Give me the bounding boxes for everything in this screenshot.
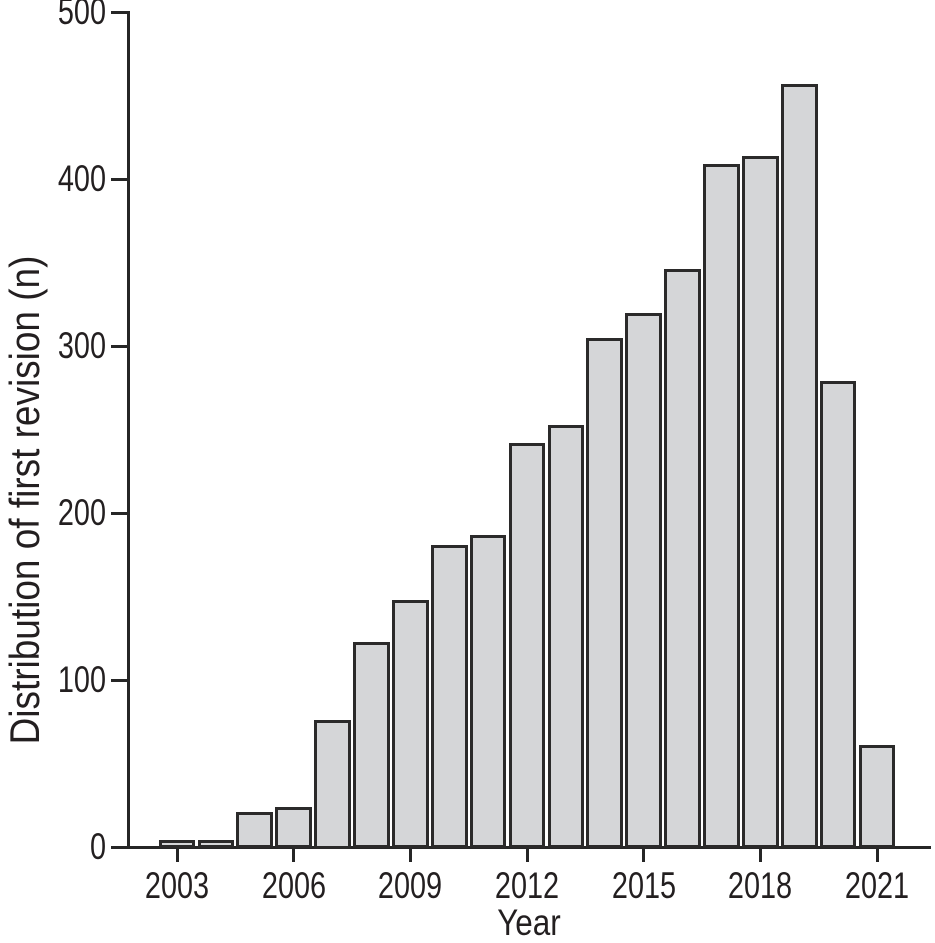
y-axis-line: [126, 10, 130, 849]
bar-2013: [547, 424, 585, 849]
x-axis-tick: [642, 848, 646, 862]
y-axis-tick: [111, 511, 128, 515]
x-axis-tick: [408, 848, 412, 862]
bar-2015: [625, 312, 662, 849]
bar-2018: [742, 155, 779, 849]
x-axis-tick: [292, 848, 296, 862]
x-tick-label: 2021: [844, 865, 910, 906]
bar-2005: [236, 812, 274, 849]
y-axis-title: Distribution of first revision (n): [1, 255, 48, 745]
y-tick-label: 0: [89, 826, 106, 867]
bar-2004: [197, 840, 235, 849]
x-tick-label: 2006: [261, 865, 326, 906]
bar-2003: [158, 840, 196, 849]
x-tick-label: 2003: [144, 865, 210, 906]
bar-2006: [275, 807, 312, 849]
x-axis-tick: [525, 848, 529, 862]
bar-2012: [508, 443, 546, 849]
y-axis-tick: [111, 10, 128, 14]
bar-2010: [430, 544, 468, 849]
y-tick-label: 100: [57, 659, 106, 700]
x-tick-label: 2012: [494, 865, 560, 906]
y-tick-label: 300: [57, 325, 106, 366]
bar-2019: [780, 83, 818, 849]
y-tick-label: 500: [57, 0, 106, 32]
x-axis-tick: [875, 848, 879, 862]
y-axis-tick: [111, 177, 128, 181]
bar-2009: [392, 600, 429, 849]
y-axis-tick: [111, 845, 128, 849]
bar-2021: [858, 745, 896, 849]
bar-2014: [586, 337, 624, 849]
y-tick-label: 400: [57, 158, 106, 199]
bar-2008: [353, 641, 390, 849]
bar-2017: [703, 164, 740, 849]
x-axis-tick: [175, 848, 179, 862]
x-axis-title: Year: [497, 902, 561, 943]
x-axis-tick: [758, 848, 762, 862]
y-axis-tick: [111, 344, 128, 348]
x-tick-label: 2018: [728, 865, 793, 906]
y-tick-label: 200: [57, 492, 106, 533]
bar-2011: [469, 534, 507, 849]
bar-2007: [314, 720, 351, 849]
bar-2016: [664, 269, 701, 849]
x-tick-label: 2009: [378, 865, 443, 906]
x-tick-label: 2015: [611, 865, 676, 906]
bar-2020: [819, 381, 857, 849]
y-axis-tick: [111, 678, 128, 682]
